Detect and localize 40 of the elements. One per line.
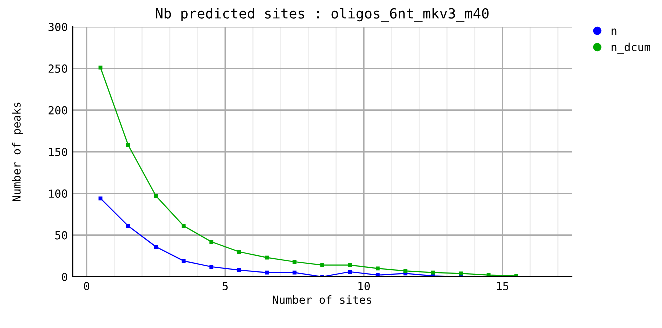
point xyxy=(348,263,352,268)
point xyxy=(376,273,380,277)
point xyxy=(459,272,464,276)
y-tick-label: 50 xyxy=(56,231,68,240)
legend-label: n_dcum xyxy=(612,42,650,54)
point xyxy=(292,270,297,275)
x-tick-label: 15 xyxy=(497,282,508,291)
y-tick-label: 150 xyxy=(49,148,68,156)
point xyxy=(376,266,380,271)
y-tick-label: 250 xyxy=(48,64,68,74)
point xyxy=(431,270,436,275)
point xyxy=(210,265,214,269)
chart-title: Nb predicted sites : oligos_6nt_mkv3_m40 xyxy=(156,8,489,22)
x-tick-label: 5 xyxy=(222,282,228,291)
point xyxy=(237,268,242,272)
x-tick-label: 10 xyxy=(358,282,370,291)
point xyxy=(126,224,130,228)
y-tick-label: 100 xyxy=(49,190,68,198)
point xyxy=(265,256,269,260)
point xyxy=(292,260,297,264)
point xyxy=(320,263,324,268)
point xyxy=(182,224,186,228)
point xyxy=(237,250,242,254)
point xyxy=(154,194,158,198)
legend-label: n xyxy=(612,28,617,35)
point xyxy=(210,240,214,244)
y-axis-title: Number of peaks xyxy=(12,102,24,202)
x-tick-label: 0 xyxy=(84,282,90,291)
point xyxy=(98,196,103,201)
point xyxy=(154,245,158,249)
point xyxy=(98,66,103,70)
y-tick-label: 0 xyxy=(62,273,68,282)
x-axis-title: Number of sites xyxy=(273,296,372,304)
point xyxy=(265,270,269,275)
point xyxy=(404,269,408,274)
point xyxy=(348,270,352,274)
y-tick-label: 300 xyxy=(48,23,68,32)
point xyxy=(182,259,186,264)
y-tick-label: 200 xyxy=(48,106,68,115)
point xyxy=(126,143,130,148)
